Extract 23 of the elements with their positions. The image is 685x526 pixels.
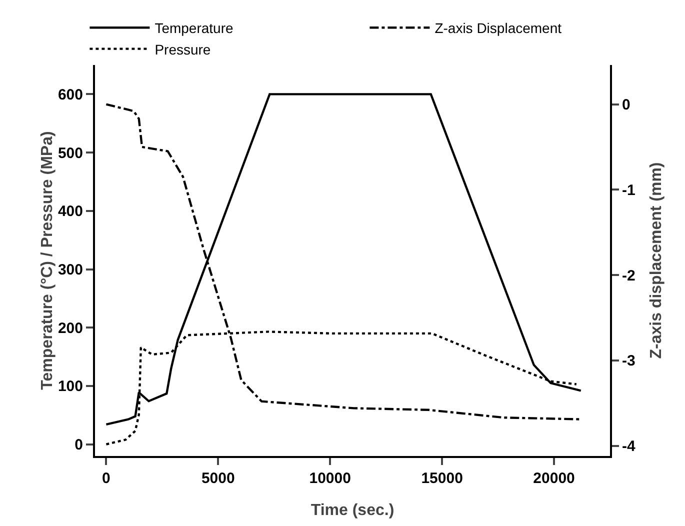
y-tick-label: 200 xyxy=(58,320,83,337)
y-axis-title: Temperature (°C) / Pressure (MPa) xyxy=(38,131,56,390)
y2-tick-label: 0 xyxy=(622,96,630,114)
y-tick-label: 100 xyxy=(58,378,83,396)
y-tick-label: 600 xyxy=(58,86,83,104)
y2-axis-title: Z-axis displacement (mm) xyxy=(648,162,665,359)
legend-label: Z-axis Displacement xyxy=(434,20,562,36)
y-tick-label: 500 xyxy=(58,144,83,162)
x-tick-label: 15000 xyxy=(421,470,463,487)
y-tick-label: 300 xyxy=(58,262,83,278)
y-tick-label: 400 xyxy=(58,203,83,220)
x-tick-label: 20000 xyxy=(533,470,575,487)
x-tick-label: 10000 xyxy=(309,470,351,487)
legend-label: Pressure xyxy=(154,41,211,58)
y2-tick-label: -4 xyxy=(622,438,636,456)
y2-tick-label: -1 xyxy=(622,182,636,199)
legend-label: Temperature xyxy=(154,20,234,36)
y-tick-label: 0 xyxy=(74,436,83,454)
x-tick-label: 0 xyxy=(102,470,110,487)
x-axis-title: Time (sec.) xyxy=(310,502,394,519)
y2-tick-label: -3 xyxy=(622,352,636,370)
x-tick-label: 5000 xyxy=(201,470,235,487)
y2-tick-label: -2 xyxy=(622,267,636,284)
